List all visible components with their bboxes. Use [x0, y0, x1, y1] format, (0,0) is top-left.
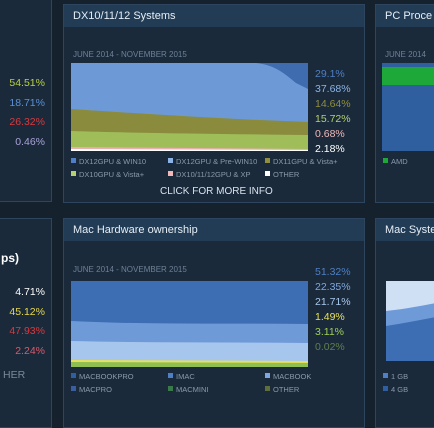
value-label: 0.68%	[315, 128, 345, 140]
area-chart	[382, 63, 434, 151]
legend-item: DX12GPU & Pre-WIN10	[168, 157, 257, 166]
area-macmini	[71, 362, 308, 367]
legend-swatch	[265, 386, 270, 391]
value-label: 45.12%	[9, 305, 45, 318]
legend-swatch	[71, 386, 76, 391]
area-dx12-win10	[256, 63, 308, 89]
legend-swatch	[383, 158, 388, 163]
right-bottom-panel: Mac Syste 1 GB 4 GB	[375, 218, 434, 428]
value-label: 14.64%	[315, 98, 351, 110]
legend-item: DX12GPU & WIN10	[71, 157, 146, 166]
panel-subtitle: JUNE 2014 - NOVEMBER 2015	[73, 265, 187, 274]
legend-item: AMD	[383, 157, 408, 166]
legend-item: IMAC	[168, 372, 195, 381]
value-label: 0.46%	[15, 135, 45, 148]
value-label: 1.49%	[315, 311, 345, 323]
value-label: 2.24%	[15, 344, 45, 357]
panel-title: DX10/11/12 Systems	[64, 5, 364, 27]
legend-swatch	[265, 171, 270, 176]
legend-swatch	[265, 158, 270, 163]
legend-item: DX11GPU & Vista+	[265, 157, 338, 166]
legend-swatch	[383, 373, 388, 378]
legend-swatch	[71, 171, 76, 176]
value-label: 22.35%	[315, 281, 351, 293]
value-label: 29.1%	[315, 68, 345, 80]
panel-heading: ps)	[1, 251, 19, 265]
value-label: 18.71%	[9, 96, 45, 109]
value-label: 47.93%	[9, 325, 45, 337]
value-label: 2.18%	[315, 143, 345, 155]
legend-item: DX10GPU & Vista+	[71, 170, 144, 179]
legend-item: DX10/11/12GPU & XP	[168, 170, 250, 179]
panel-title: Mac Syste	[376, 219, 434, 241]
panel-subtitle: JUNE 2014	[385, 50, 426, 59]
area-chart	[71, 63, 308, 151]
area-chart	[386, 281, 434, 361]
legend-swatch	[383, 386, 388, 391]
right-top-panel: PC Proce JUNE 2014 AMD	[375, 4, 434, 203]
legend-item: MACBOOK	[265, 372, 311, 381]
left-top-panel: 54.51% 18.71% 26.32% 0.46%	[0, 0, 52, 202]
panel-title: PC Proce	[376, 5, 434, 27]
legend-item: MACPRO	[71, 385, 112, 394]
value-label: 21.71%	[315, 296, 351, 308]
dx-panel: DX10/11/12 Systems JUNE 2014 - NOVEMBER …	[63, 4, 365, 203]
area-low	[386, 317, 434, 361]
legend-item: OTHER	[265, 170, 299, 179]
legend-item: MACBOOKPRO	[71, 372, 134, 381]
area-chart	[71, 281, 308, 367]
panel-title: Mac Hardware ownership	[64, 219, 364, 241]
more-info-link[interactable]: CLICK FOR MORE INFO	[160, 186, 273, 197]
legend-item: MACMINI	[168, 385, 209, 394]
left-bottom-panel: ps) 4.71% 45.12% 47.93% 2.24% HER	[0, 218, 52, 428]
legend-item: HER	[3, 369, 26, 381]
value-label: 15.72%	[315, 113, 351, 125]
area-dx10	[71, 131, 308, 151]
legend-swatch	[168, 171, 173, 176]
legend-swatch	[168, 373, 173, 378]
legend-item: 1 GB	[383, 372, 408, 381]
value-label: 3.11%	[315, 326, 344, 338]
legend-swatch	[265, 373, 270, 378]
value-label: 0.02%	[315, 341, 345, 353]
area-other	[71, 149, 308, 151]
value-label: 4.71%	[15, 286, 45, 298]
legend-item: OTHER	[265, 385, 299, 394]
value-label: 37.68%	[315, 83, 351, 95]
value-label: 51.32%	[315, 266, 351, 278]
mac-panel: Mac Hardware ownership JUNE 2014 - NOVEM…	[63, 218, 365, 428]
legend-swatch	[71, 373, 76, 378]
panel-subtitle: JUNE 2014 - NOVEMBER 2015	[73, 50, 187, 59]
area-amd	[382, 67, 434, 85]
value-label: 26.32%	[9, 116, 45, 128]
legend-swatch	[71, 158, 76, 163]
value-label: 54.51%	[9, 77, 45, 89]
legend-item: 4 GB	[383, 385, 408, 394]
legend-swatch	[168, 386, 173, 391]
legend-swatch	[168, 158, 173, 163]
